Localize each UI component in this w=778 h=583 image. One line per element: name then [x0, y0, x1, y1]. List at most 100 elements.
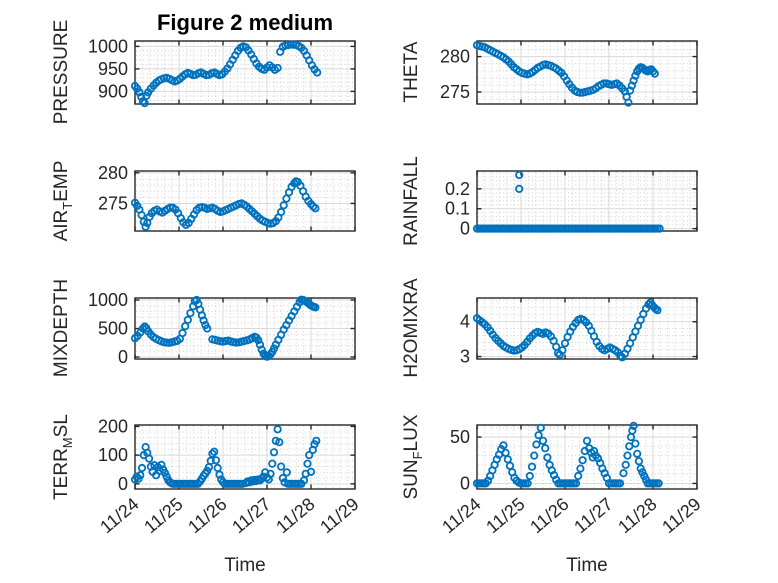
data-marker [571, 479, 581, 488]
data-marker [634, 457, 644, 466]
y-axis-label-sun-flux: SUN F LUX [399, 347, 425, 567]
subplot-air-temp: 275 280 [98, 163, 356, 232]
data-marker [280, 478, 289, 487]
data-marker [599, 79, 608, 88]
y-tick-label: 3 [460, 347, 470, 367]
major-grid [478, 172, 696, 230]
data-marker [303, 459, 312, 468]
y-tick-label: 0 [460, 219, 470, 239]
ylabel-subscript: T [59, 201, 75, 210]
x-tick-label: 11/29 [658, 494, 704, 537]
ylabel-subscript: F [409, 451, 425, 460]
data-marker [137, 463, 147, 473]
y-tick-label: 4 [460, 312, 470, 332]
axes-box [476, 40, 698, 105]
data-marker [530, 451, 539, 460]
axes-box [134, 170, 356, 232]
data-marker [536, 423, 545, 432]
data-marker [192, 295, 201, 305]
ylabel-text: LUX [401, 414, 422, 452]
data-marker [631, 439, 640, 448]
data-marker [268, 459, 277, 468]
data-marker [621, 460, 630, 469]
ylabel-subscript: M [59, 437, 75, 449]
axes-box [134, 297, 356, 360]
data-marker [650, 69, 659, 78]
data-marker [140, 99, 149, 108]
data-marker [653, 306, 662, 315]
data-marker [631, 71, 640, 80]
data-marker [306, 467, 316, 476]
y-tick-label: 50 [450, 427, 470, 447]
data-marker [311, 204, 320, 213]
y-tick-labels: 00.10.2 [445, 179, 470, 239]
data-marker [552, 475, 561, 484]
data-marker [576, 464, 585, 473]
data-marker [279, 201, 288, 210]
data-marker [276, 462, 286, 471]
data-marker [311, 303, 320, 312]
data-marker [527, 462, 537, 471]
data-marker [266, 469, 275, 478]
scatter-markers [472, 421, 663, 488]
y-tick-label: 280 [440, 47, 470, 67]
data-marker [136, 471, 145, 480]
data-marker [157, 460, 166, 469]
ylabel-text: EMP [51, 160, 72, 202]
data-marker [312, 436, 321, 445]
x-tick-label: 11/27 [228, 494, 274, 537]
data-marker [514, 478, 523, 487]
subplot-h2omixra: 34 [460, 297, 698, 367]
y-tick-label: 500 [98, 319, 128, 339]
x-tick-label: 11/26 [526, 494, 572, 537]
axes-box [134, 40, 356, 105]
data-marker [654, 479, 663, 488]
minor-grid [136, 426, 354, 488]
data-marker [615, 479, 625, 488]
data-marker [286, 40, 295, 49]
data-marker [186, 308, 195, 318]
scatter-markers [472, 170, 664, 233]
data-marker [145, 454, 154, 463]
data-marker [273, 425, 282, 434]
data-marker [218, 477, 228, 487]
data-marker [501, 448, 510, 457]
data-marker [273, 63, 282, 73]
major-grid [136, 299, 354, 358]
data-marker [178, 328, 187, 338]
data-marker [183, 315, 192, 324]
y-tick-label: 1000 [88, 290, 128, 310]
x-tick-label: 11/27 [570, 494, 616, 537]
y-tick-label: 0 [460, 473, 470, 493]
data-marker [269, 448, 279, 457]
data-marker [624, 98, 633, 107]
data-marker [633, 449, 642, 458]
y-tick-labels: 34 [460, 312, 470, 367]
data-marker [313, 68, 322, 77]
data-marker [582, 436, 592, 445]
data-marker [254, 336, 263, 345]
data-marker [206, 456, 215, 465]
y-tick-label: 0.2 [445, 179, 470, 199]
x-axis-label-time-left: Time [224, 555, 266, 576]
data-marker [538, 436, 548, 445]
data-marker [602, 473, 611, 482]
data-marker [534, 431, 543, 440]
data-marker [199, 316, 208, 325]
data-marker [523, 479, 532, 488]
data-marker [255, 340, 265, 349]
data-marker [257, 345, 266, 354]
data-marker [505, 461, 515, 470]
data-marker [210, 447, 219, 456]
data-marker [574, 471, 583, 481]
data-marker [276, 207, 286, 217]
x-tick-label: 11/25 [482, 494, 528, 537]
data-marker [655, 224, 664, 233]
scatter-markers [130, 425, 321, 488]
y-tick-label: 275 [98, 193, 128, 213]
data-marker [623, 451, 632, 460]
subplot-rainfall: 00.10.2 [445, 170, 698, 239]
